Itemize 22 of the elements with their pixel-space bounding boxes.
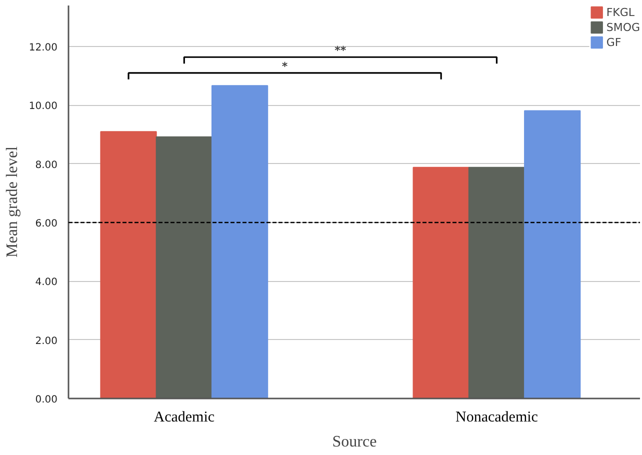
bar [156, 136, 212, 398]
legend-label: GF [606, 36, 622, 48]
y-tick-label: 12.00 [28, 42, 58, 54]
y-axis-title: Mean grade level [4, 146, 21, 258]
bar [211, 85, 268, 398]
x-axis-title: Source [332, 434, 377, 450]
legend-label: FKGL [606, 6, 635, 18]
x-tick-label: Academic [154, 410, 215, 426]
annotation: ** [334, 44, 346, 58]
annotation: * [282, 60, 288, 73]
legend-label: SMOG [606, 20, 640, 34]
bar [100, 131, 157, 398]
bar [468, 166, 526, 398]
bar [412, 166, 470, 398]
y-tick-label: 8.00 [35, 160, 58, 171]
y-tick-label: 4.00 [35, 277, 58, 288]
y-tick-label: 6.00 [35, 218, 58, 230]
x-tick-label: Nonacademic [455, 410, 538, 426]
y-tick-label: 2.00 [35, 336, 58, 347]
bar [524, 110, 581, 398]
y-tick-label: 0.00 [35, 394, 58, 406]
y-tick-label: 10.00 [28, 101, 58, 112]
